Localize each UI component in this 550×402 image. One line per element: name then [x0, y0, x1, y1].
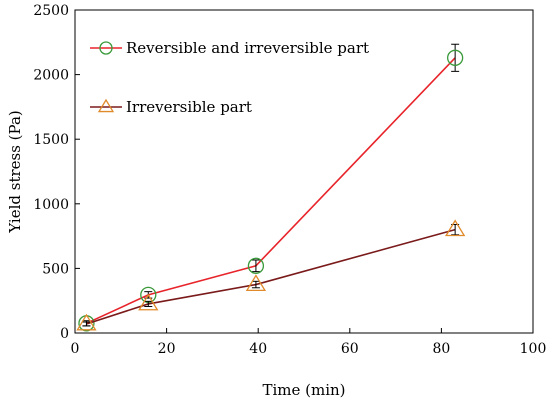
data-point [247, 257, 265, 274]
series-line [86, 228, 456, 325]
x-tick-label: 0 [71, 341, 80, 357]
x-axis-title: Time (min) [262, 381, 345, 399]
y-tick-label: 0 [60, 326, 69, 342]
series-1 [78, 43, 464, 332]
series-layer [76, 43, 466, 332]
series-line [86, 57, 456, 325]
legend-label: Reversible and irreversible part [126, 39, 369, 57]
data-point [446, 49, 464, 66]
error-bar [251, 280, 260, 289]
legend-item-2: Irreversible part [90, 98, 252, 116]
x-tick-label: 20 [158, 341, 176, 357]
x-tick-label: 80 [432, 341, 450, 357]
y-tick-label: 500 [42, 261, 69, 277]
y-axis-title: Yield stress (Pa) [6, 110, 24, 233]
data-point [444, 219, 466, 237]
legend-marker [97, 98, 115, 113]
data-point [245, 274, 267, 292]
x-tick-label: 100 [520, 341, 547, 357]
y-tick-label: 1500 [33, 132, 69, 148]
legend: Reversible and irreversible part Irrevers… [90, 39, 369, 116]
x-tick-label: 60 [341, 341, 359, 357]
data-point [76, 313, 97, 331]
legend-item-1: Reversible and irreversible part [90, 39, 369, 57]
legend-marker [99, 41, 113, 55]
error-bar [251, 259, 260, 273]
y-tick-label: 2500 [33, 3, 69, 19]
error-bar [82, 321, 91, 327]
error-bar [451, 43, 460, 72]
error-bar [144, 300, 153, 308]
y-tick-label: 2000 [33, 68, 69, 84]
series-2 [76, 219, 466, 331]
plot-frame [74, 9, 534, 334]
y-tick-label: 1000 [33, 197, 69, 213]
data-point [138, 293, 159, 311]
legend-label: Irreversible part [126, 98, 252, 116]
x-tick-label: 40 [249, 341, 267, 357]
